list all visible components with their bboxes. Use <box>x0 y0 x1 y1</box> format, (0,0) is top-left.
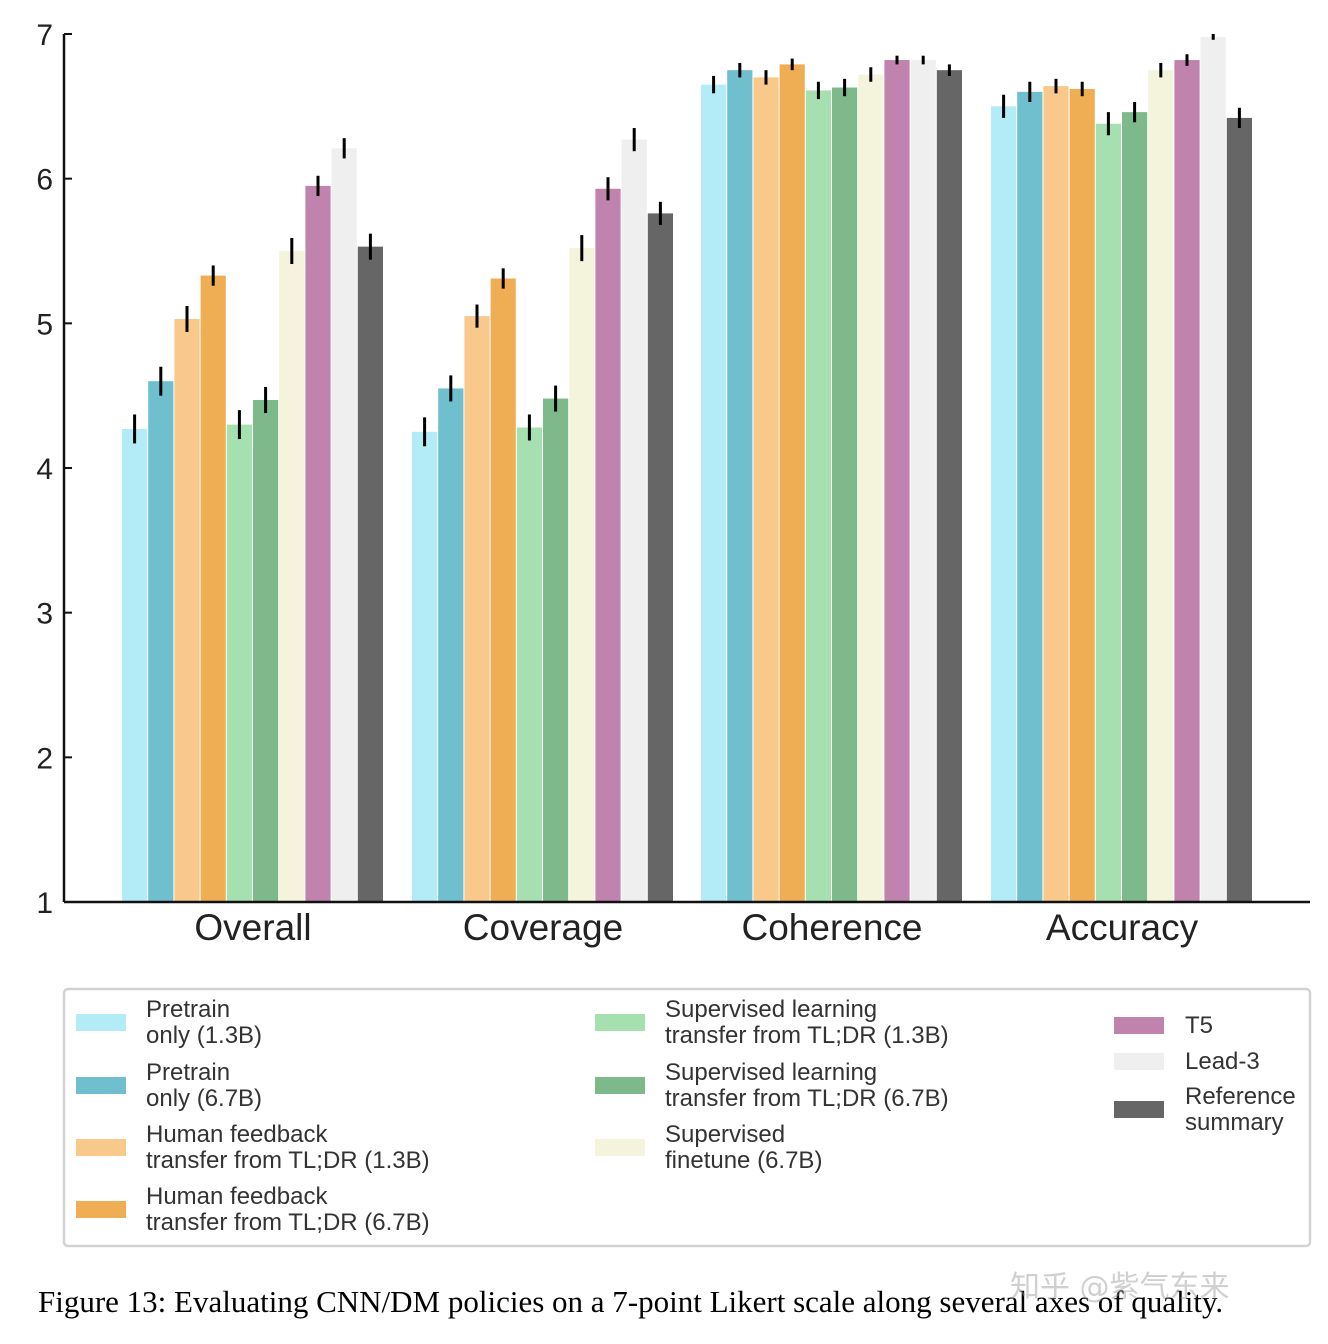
watermark: 知乎 @紫气东来 <box>1010 1270 1230 1305</box>
bar <box>226 424 252 902</box>
bar <box>253 400 279 902</box>
legend-label: transfer from TL;DR (6.7B) <box>146 1209 430 1236</box>
legend-swatch <box>76 1201 126 1218</box>
legend-swatch <box>1114 1101 1164 1118</box>
y-tick-label: 2 <box>36 742 53 775</box>
bar <box>331 148 357 902</box>
legend-swatch <box>76 1077 126 1094</box>
bar <box>490 278 516 902</box>
bar <box>621 139 647 902</box>
legend-label: Human feedback <box>146 1121 328 1148</box>
bar <box>543 398 569 902</box>
legend-label: transfer from TL;DR (6.7B) <box>665 1085 949 1112</box>
x-category-label: Accuracy <box>1046 907 1199 948</box>
legend-label: transfer from TL;DR (1.3B) <box>146 1147 430 1174</box>
bars <box>122 34 1252 903</box>
legend-frame <box>62 987 1312 1248</box>
bar <box>884 60 910 903</box>
bar <box>1226 117 1252 902</box>
bar <box>357 246 383 902</box>
bar <box>1069 88 1095 903</box>
bar <box>569 248 595 902</box>
bar <box>910 60 936 903</box>
legend-label: Pretrain <box>146 1059 230 1086</box>
legend-label: finetune (6.7B) <box>665 1147 822 1174</box>
bar <box>279 251 305 902</box>
legend-label: Human feedback <box>146 1183 328 1210</box>
bar <box>858 74 884 903</box>
x-category-label: Overall <box>194 907 311 948</box>
bar <box>595 188 621 902</box>
y-tick-label: 5 <box>36 308 53 341</box>
legend-label: summary <box>1185 1109 1284 1136</box>
legend-label: Reference <box>1185 1083 1296 1110</box>
y-tick-label: 7 <box>36 19 53 52</box>
y-tick-label: 6 <box>36 164 53 197</box>
bar <box>779 64 805 902</box>
bar <box>1200 36 1226 903</box>
bar <box>1095 123 1121 902</box>
legend-swatch <box>1114 1017 1164 1034</box>
bar <box>516 427 542 902</box>
legend-swatch <box>76 1139 126 1156</box>
bar <box>727 70 753 902</box>
legend-label: T5 <box>1185 1012 1213 1039</box>
legend-label: Supervised learning <box>665 1059 877 1086</box>
legend-swatch <box>595 1139 645 1156</box>
bar <box>200 275 226 902</box>
bar <box>438 388 464 902</box>
bar <box>464 316 490 903</box>
bar <box>991 106 1017 903</box>
x-category-label: Coverage <box>463 907 623 948</box>
bar <box>832 87 858 902</box>
bar <box>753 77 779 902</box>
bar <box>1174 60 1200 903</box>
bar <box>148 381 174 902</box>
legend-swatch <box>1114 1053 1164 1070</box>
x-category-label: Coherence <box>741 907 922 948</box>
legend-label: only (6.7B) <box>146 1085 262 1112</box>
bar <box>936 70 962 902</box>
bar <box>647 213 673 903</box>
bar <box>122 428 148 902</box>
bar <box>1148 70 1174 902</box>
y-tick-label: 3 <box>36 598 53 631</box>
legend-label: only (1.3B) <box>146 1022 262 1049</box>
legend-swatch <box>595 1014 645 1031</box>
bar <box>305 185 331 902</box>
bar <box>701 84 727 903</box>
bar <box>805 90 831 903</box>
legend-label: transfer from TL;DR (1.3B) <box>665 1022 949 1049</box>
legend-swatch <box>595 1077 645 1094</box>
bar <box>1043 86 1069 902</box>
bar <box>1122 112 1148 903</box>
legend-label: Pretrain <box>146 996 230 1023</box>
y-tick-label: 1 <box>36 887 53 920</box>
bar <box>174 318 200 902</box>
y-tick-label: 4 <box>36 453 53 486</box>
bar <box>412 431 438 902</box>
legend-label: Supervised <box>665 1121 785 1148</box>
axes: 1 2 3 4 5 6 7 Overall Coverage Coherence Accuracy <box>36 19 1310 948</box>
figure-caption: Figure 13: Evaluating CNN/DM policies on… <box>38 1284 1224 1319</box>
legend-label: Supervised learning <box>665 996 877 1023</box>
legend-label: Lead-3 <box>1185 1048 1260 1075</box>
bar <box>1017 91 1043 902</box>
legend-swatch <box>76 1014 126 1031</box>
